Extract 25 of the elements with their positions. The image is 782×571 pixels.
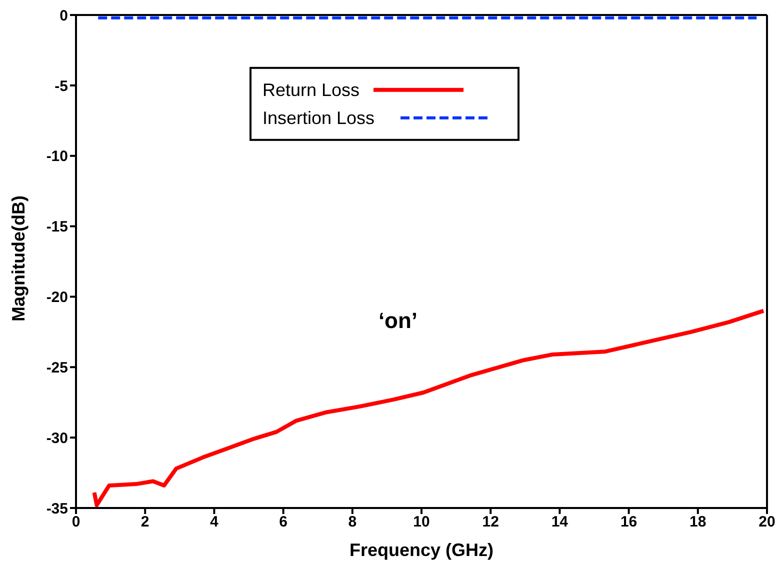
x-tick-label: 14: [551, 514, 569, 531]
line-series: [92, 308, 766, 508]
x-tick-label: 6: [279, 514, 288, 531]
y-tick-label: -20: [46, 289, 68, 306]
y-tick-label: -25: [46, 359, 68, 376]
y-tick-label: -5: [54, 78, 68, 95]
y-tick-label: -30: [46, 430, 68, 447]
x-tick-label: 2: [140, 514, 150, 531]
x-tick-label: 10: [413, 514, 430, 531]
legend-label: Return Loss: [262, 80, 360, 100]
x-tick-label: 0: [72, 514, 80, 531]
x-tick-label: 16: [620, 514, 638, 531]
x-tick-label: 12: [482, 514, 499, 531]
y-tick-label: -15: [46, 218, 68, 236]
y-axis-title: Magnitude(dB): [8, 196, 28, 322]
x-tick-label: 8: [348, 514, 357, 531]
x-tick-label: 4: [210, 514, 220, 531]
y-tick-label: 0: [60, 7, 68, 24]
legend-label: Insertion Loss: [262, 108, 375, 128]
x-tick-label: 20: [758, 514, 776, 531]
x-axis-title: Frequency (GHz): [349, 540, 494, 560]
annotation: ‘on’: [378, 308, 418, 333]
y-tick-label: -35: [46, 500, 68, 518]
x-tick-label: 18: [690, 514, 706, 531]
y-tick-label: -10: [46, 148, 68, 166]
